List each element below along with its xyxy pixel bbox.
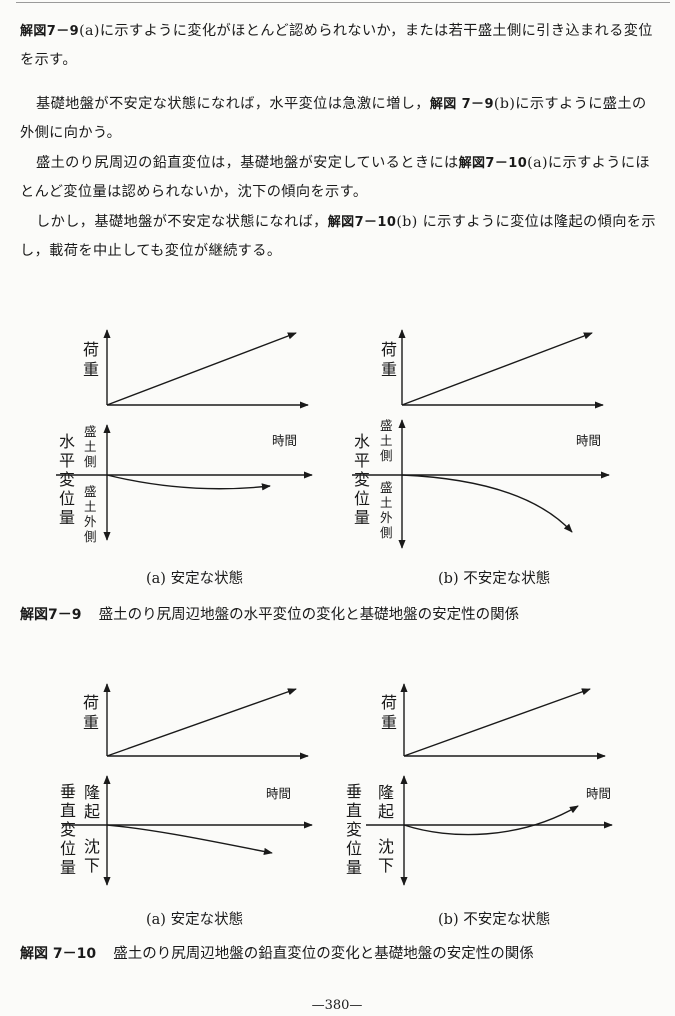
axis-label-char: 位 [346, 839, 362, 858]
load-label: 重 [83, 713, 99, 732]
load-label: 重 [381, 360, 397, 379]
side-label-char: 下 [378, 856, 394, 875]
side-label-char: 隆 [84, 783, 100, 802]
axis-label-char: 量 [60, 858, 76, 877]
paragraph-text: しかし，基礎地盤が不安定な状態になれば， [36, 214, 328, 230]
fig7-10b-displacement-curve [403, 805, 579, 836]
axis-label-char: 位 [60, 839, 76, 858]
paragraph-text: (b) に示すように変位は隆起の傾向を示し，載荷を中止しても変位が継続する。 [20, 214, 656, 259]
time-label: 時間 [576, 433, 601, 448]
axis-label-char: 変 [354, 470, 370, 489]
axis-label-char: 垂 [346, 782, 362, 801]
axis-label-char: 平 [59, 451, 75, 470]
axis-label-char: 変 [60, 820, 76, 839]
load-label: 荷 [83, 693, 99, 712]
subfigure-caption-b: (b) 不安定な状態 [438, 570, 550, 587]
fig7-9a-diagram [56, 329, 313, 541]
subfigure-caption-a: (a) 安定な状態 [146, 570, 243, 587]
axis-label-char: 量 [354, 508, 370, 527]
side-label-char: 起 [378, 802, 394, 821]
axis-label-char: 量 [59, 508, 75, 527]
side-label-char: 土 [84, 439, 97, 454]
fig7-10a-labels: 荷 重 垂 直 変 位 量 隆 起 沈 下 時間 (a) 安定な状態 [60, 693, 291, 928]
fig7-10a-diagram [62, 683, 313, 886]
figure-reference: 解図7－10 [458, 156, 528, 171]
side-label-char: 側 [84, 529, 97, 544]
paragraph-3: 盛土のり尻周辺の鉛直変位は，基礎地盤が安定しているときには解図7－10(a)に示… [20, 149, 660, 207]
caption-text: 盛土のり尻周辺地盤の鉛直変位の変化と基礎地盤の安定性の関係 [113, 945, 534, 962]
axis-label-char: 直 [60, 801, 76, 820]
top-rule [16, 2, 670, 3]
axis-label-char: 水 [59, 432, 75, 451]
side-label-char: 盛 [84, 424, 97, 439]
fig7-9a-load-curve [106, 332, 297, 406]
fig7-10a-displacement-curve [106, 824, 273, 856]
caption-number: 解図 7－10 [20, 945, 96, 962]
axis-label-char: 直 [346, 801, 362, 820]
fig7-9b-diagram [352, 329, 610, 549]
side-label-char: 隆 [378, 783, 394, 802]
caption-text: 盛土のり尻周辺地盤の水平変位の変化と基礎地盤の安定性の関係 [99, 606, 520, 623]
subfigure-caption-a: (a) 安定な状態 [146, 911, 243, 928]
fig7-9a-labels: 荷 重 水 平 変 位 量 盛 土 側 盛 土 外 側 時間 (a) 安定な状態 [59, 340, 297, 587]
time-label: 時間 [586, 786, 611, 801]
page-number: —380— [312, 998, 363, 1013]
paragraph-1: 解図7－9(a)に示すように変化がほとんど認められないか，または若干盛土側に引き… [20, 17, 660, 75]
fig7-9a-displacement-curve [106, 474, 271, 491]
side-label-char: 起 [84, 802, 100, 821]
axis-label-char: 水 [354, 432, 370, 451]
subfigure-caption-b: (b) 不安定な状態 [438, 911, 550, 928]
axis-label-char: 変 [59, 470, 75, 489]
axis-label-char: 垂 [60, 782, 76, 801]
load-label: 荷 [381, 693, 397, 712]
time-label: 時間 [266, 786, 291, 801]
side-label-char: 沈 [84, 837, 100, 856]
side-label-char: 側 [380, 448, 393, 463]
axis-label-char: 量 [346, 858, 362, 877]
fig7-10a-load-curve [106, 688, 297, 757]
side-label-char: 土 [380, 495, 393, 510]
axis-label-char: 位 [59, 489, 75, 508]
paragraph-text: 基礎地盤が不安定な状態になれば，水平変位は急激に増し， [36, 96, 430, 112]
paragraph-text: (a)に示すようにほとんど変位量は認められないか，沈下の傾向を示す。 [20, 155, 651, 200]
figure-reference: 解図7－10 [327, 215, 397, 230]
side-label-char: 側 [380, 525, 393, 540]
paragraph-4: しかし，基礎地盤が不安定な状態になれば，解図7－10(b) に示すように変位は隆… [20, 208, 660, 266]
paragraph-2: 基礎地盤が不安定な状態になれば，水平変位は急激に増し，解図 7－9(b)に示すよ… [20, 90, 660, 148]
side-label-char: 土 [380, 433, 393, 448]
side-label-char: 側 [84, 454, 97, 469]
figure-7-10-caption: 解図 7－10 盛土のり尻周辺地盤の鉛直変位の変化と基礎地盤の安定性の関係 [20, 943, 534, 962]
load-label: 荷 [381, 340, 397, 359]
side-label-char: 外 [84, 514, 97, 529]
fig7-10b-labels: 荷 重 垂 直 変 位 量 隆 起 沈 下 時間 (b) 不安定な状態 [346, 693, 611, 928]
load-label: 重 [83, 360, 99, 379]
load-label: 荷 [83, 340, 99, 359]
side-label-char: 盛 [380, 480, 393, 495]
side-label-char: 下 [84, 856, 100, 875]
paragraph-text: 盛土のり尻周辺の鉛直変位は，基礎地盤が安定しているときには [36, 155, 459, 171]
figure-reference: 解図 7－9 [429, 97, 494, 112]
time-label: 時間 [272, 433, 297, 448]
fig7-10b-load-curve [403, 688, 591, 757]
side-label-char: 外 [380, 510, 393, 525]
load-label: 重 [381, 713, 397, 732]
figure-7-9-caption: 解図7－9 盛土のり尻周辺地盤の水平変位の変化と基礎地盤の安定性の関係 [20, 604, 519, 623]
figure-reference: 解図7－9 [20, 24, 80, 39]
fig7-9b-labels: 荷 重 水 平 変 位 量 盛 土 側 盛 土 外 側 時間 (b) 不安定な状… [354, 340, 601, 587]
axis-label-char: 平 [354, 451, 370, 470]
side-label-char: 土 [84, 499, 97, 514]
side-label-char: 沈 [378, 837, 394, 856]
axis-label-char: 変 [346, 820, 362, 839]
paragraph-text: (a)に示すように変化がほとんど認められないか，または若干盛土側に引き込まれる変… [20, 23, 653, 68]
fig7-9b-load-curve [401, 332, 593, 406]
axis-label-char: 位 [354, 489, 370, 508]
paragraph-text: (b)に示すように盛土の外側に向かう。 [20, 96, 647, 141]
side-label-char: 盛 [380, 418, 393, 433]
fig7-10b-diagram [366, 683, 613, 886]
side-label-char: 盛 [84, 484, 97, 499]
fig7-9b-displacement-curve [401, 474, 573, 533]
caption-number: 解図7－9 [20, 606, 81, 623]
